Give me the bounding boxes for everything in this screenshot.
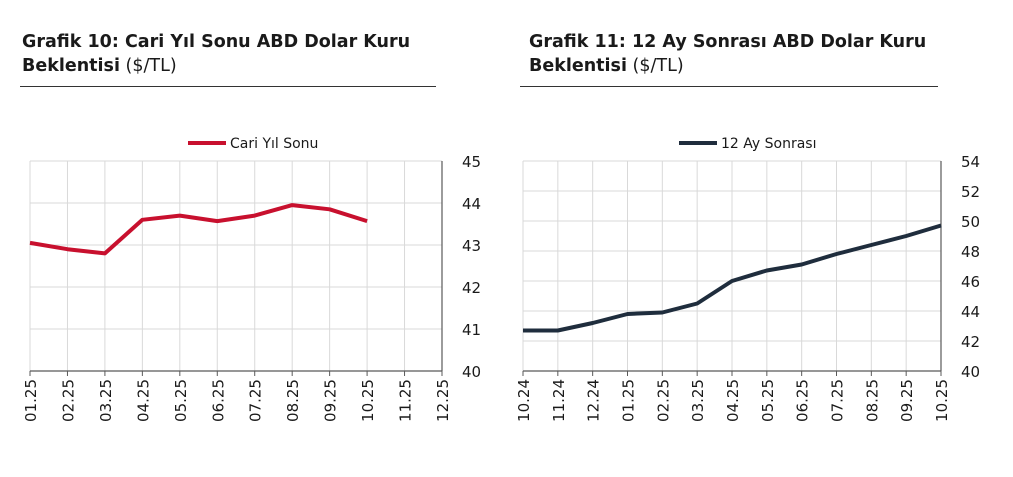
title-rule — [520, 86, 938, 87]
y-tick-label: 44 — [961, 303, 980, 321]
x-tick-label: 05.25 — [172, 379, 190, 422]
chart-title-line1: Grafik 10: Cari Yıl Sonu ABD Dolar Kuru — [22, 32, 411, 52]
x-tick-label: 10.25 — [933, 379, 951, 422]
x-tick-label: 03.25 — [97, 379, 115, 422]
x-tick-label: 11.24 — [550, 379, 568, 422]
x-tick-label: 07.25 — [829, 379, 847, 422]
y-tick-label: 48 — [961, 243, 980, 261]
line-chart-12-ay-sonrasi: 40 42 44 46 48 50 52 54 10.24 11.24 12.24 01.25 02.2… — [515, 136, 980, 422]
x-tick-label: 01.25 — [620, 379, 638, 422]
y-tick-label: 42 — [961, 333, 980, 351]
y-tick-label: 42 — [462, 279, 481, 297]
y-tick-label: 41 — [462, 321, 481, 339]
x-tick-label: 06.25 — [209, 379, 227, 422]
x-tick-label: 09.25 — [322, 379, 340, 422]
x-tick-label: 10.25 — [359, 379, 377, 422]
y-tick-label: 40 — [961, 363, 980, 381]
x-tick-label: 07.25 — [247, 379, 265, 422]
y-tick-label: 45 — [462, 153, 481, 171]
x-tick-label: 02.25 — [654, 379, 672, 422]
x-tick-label: 06.25 — [794, 379, 812, 422]
y-tick-label: 43 — [462, 237, 481, 255]
title-rule — [20, 86, 436, 87]
x-tick-label: 12.24 — [585, 379, 603, 422]
chart-title: Grafik 10: Cari Yıl Sonu ABD Dolar Kuru … — [22, 30, 437, 78]
x-tick-label: 03.25 — [689, 379, 707, 422]
y-tick-label: 46 — [961, 273, 980, 291]
chart-title-line1: Grafik 11: 12 Ay Sonrası ABD Dolar Kuru — [529, 32, 927, 52]
series-line — [29, 203, 368, 256]
chart-title-unit: ($/TL) — [632, 56, 684, 76]
chart-title-line2: Beklentisi — [529, 56, 627, 76]
legend-label: Cari Yıl Sonu — [230, 136, 318, 152]
legend-label: 12 Ay Sonrası — [721, 136, 816, 152]
chart-panel-left: Grafik 10: Cari Yıl Sonu ABD Dolar Kuru … — [0, 0, 481, 477]
x-tick-label: 02.25 — [59, 379, 77, 422]
y-tick-label: 52 — [961, 183, 980, 201]
line-chart-cari-yil-sonu: 40 41 42 43 44 45 01.25 02.25 03.25 04.25 05.25 06.… — [22, 136, 481, 422]
y-tick-label: 44 — [462, 195, 481, 213]
x-tick-label: 10.24 — [515, 379, 533, 422]
y-tick-label: 54 — [961, 153, 980, 171]
x-tick-label: 11.25 — [397, 379, 415, 422]
x-tick-label: 04.25 — [724, 379, 742, 422]
x-tick-label: 05.25 — [759, 379, 777, 422]
y-tick-label: 40 — [462, 363, 481, 381]
x-tick-label: 08.25 — [284, 379, 302, 422]
chart-title-line2: Beklentisi — [22, 56, 120, 76]
x-tick-label: 09.25 — [898, 379, 916, 422]
x-tick-label: 08.25 — [863, 379, 881, 422]
x-tick-label: 04.25 — [134, 379, 152, 422]
chart-title: Grafik 11: 12 Ay Sonrası ABD Dolar Kuru … — [529, 30, 944, 78]
chart-title-unit: ($/TL) — [125, 56, 177, 76]
chart-panel-right: Grafik 11: 12 Ay Sonrası ABD Dolar Kuru … — [505, 0, 980, 477]
x-tick-label: 12.25 — [434, 379, 452, 422]
y-tick-label: 50 — [961, 213, 980, 231]
x-tick-label: 01.25 — [22, 379, 40, 422]
